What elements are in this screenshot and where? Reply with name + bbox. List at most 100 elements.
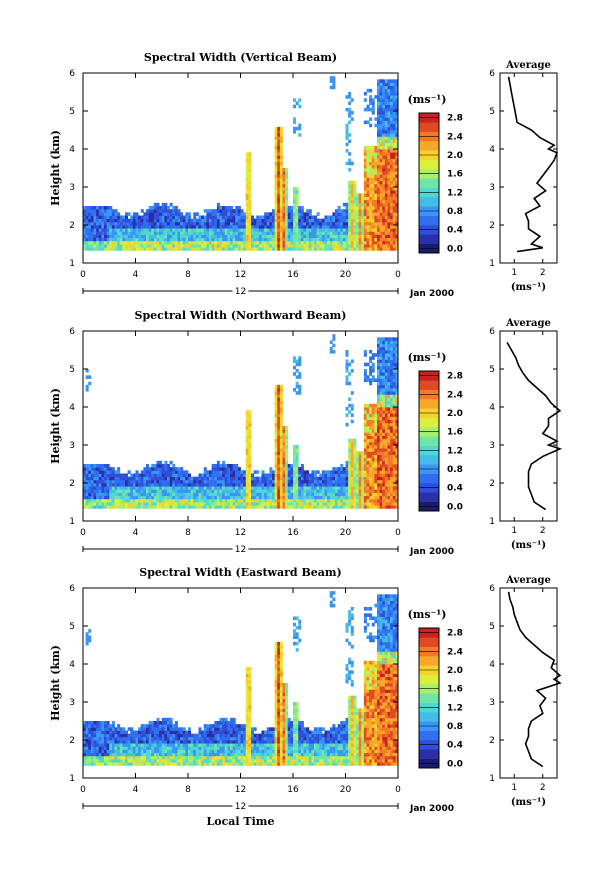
heatmap-cell — [261, 498, 265, 503]
heatmap-cell — [153, 240, 157, 245]
heatmap-cell — [350, 441, 354, 446]
heatmap-cell — [180, 240, 184, 245]
heatmap-cell — [258, 234, 262, 239]
heatmap-cell — [219, 244, 223, 248]
heatmap-cell — [311, 505, 315, 509]
heatmap-cell — [340, 218, 344, 223]
heatmap-cell — [387, 206, 391, 210]
heatmap-cell — [261, 492, 265, 497]
heatmap-cell — [350, 403, 354, 408]
heatmap-cell — [384, 85, 388, 90]
heatmap-cell — [106, 752, 110, 757]
heatmap-cell — [382, 171, 386, 175]
heatmap-cell — [306, 212, 310, 216]
heatmap-cell — [274, 168, 278, 172]
heatmap-cell — [127, 762, 131, 766]
heatmap-cell — [350, 498, 354, 503]
heatmap-cell — [287, 206, 291, 210]
heatmap-cell — [293, 492, 297, 497]
heatmap-cell — [392, 479, 396, 484]
heatmap-cell — [358, 215, 362, 220]
heatmap-cell — [122, 733, 126, 738]
heatmap-cell — [185, 240, 189, 245]
heatmap-cell — [127, 749, 131, 754]
heatmap-cell — [125, 483, 129, 487]
heatmap-cell — [295, 381, 299, 386]
heatmap-cell — [119, 495, 123, 500]
heatmap-cell — [122, 483, 126, 487]
heatmap-cell — [361, 473, 365, 478]
heatmap-cell — [392, 187, 396, 191]
heatmap-cell — [371, 152, 375, 156]
heatmap-cell — [387, 107, 391, 112]
heatmap-cell — [83, 736, 87, 741]
heatmap-cell — [127, 736, 131, 741]
heatmap-cell — [350, 464, 354, 468]
heatmap-cell — [295, 228, 299, 232]
heatmap-cell — [148, 244, 152, 248]
heatmap-cell — [111, 225, 115, 229]
heatmap-cell — [243, 237, 247, 242]
heatmap-cell — [377, 448, 381, 452]
colorbar-tick-label: 1.6 — [447, 428, 463, 438]
heatmap-cell — [395, 164, 398, 169]
heatmap-cell — [274, 133, 278, 137]
heatmap-cell — [321, 240, 325, 245]
heatmap-cell — [248, 473, 252, 478]
heatmap-cell — [279, 476, 283, 481]
heatmap-cell — [356, 460, 360, 465]
heatmap-cell — [311, 492, 315, 497]
heatmap-cell — [253, 228, 257, 232]
heatmap-cell — [371, 180, 375, 185]
heatmap-cell — [182, 492, 186, 497]
heatmap-cell — [377, 445, 381, 449]
heatmap-cell — [371, 212, 375, 216]
heatmap-cell — [377, 378, 381, 383]
heatmap-cell — [374, 473, 378, 478]
heatmap-cell — [298, 126, 302, 131]
heatmap-cell — [314, 492, 318, 497]
heatmap-cell — [274, 225, 278, 229]
heatmap-cell — [290, 212, 294, 216]
heatmap-cell — [279, 492, 283, 497]
heatmap-cell — [369, 161, 373, 166]
heatmap-cell — [106, 473, 110, 478]
heatmap-cell — [353, 445, 357, 449]
heatmap-cell — [387, 85, 391, 90]
heatmap-cell — [272, 498, 276, 503]
heatmap-cell — [348, 234, 352, 239]
heatmap-cell — [290, 505, 294, 509]
heatmap-cell — [151, 495, 155, 500]
heatmap-cell — [363, 98, 367, 102]
heatmap-cell — [188, 495, 192, 500]
heatmap-cell — [303, 218, 307, 223]
heatmap-cell — [156, 470, 160, 474]
heatmap-cell — [146, 237, 150, 242]
heatmap-cell — [366, 145, 370, 150]
heatmap-cell — [332, 225, 336, 229]
heatmap-cell — [274, 454, 278, 459]
heatmap-cell — [251, 228, 255, 232]
heatmap-cell — [395, 120, 398, 125]
heatmap-cell — [371, 231, 375, 235]
heatmap-cell — [390, 221, 394, 226]
heatmap-cell — [232, 244, 236, 248]
heatmap-cell — [101, 206, 105, 210]
heatmap-cell — [390, 365, 394, 370]
heatmap-cell — [174, 492, 178, 497]
heatmap-cell — [114, 225, 118, 229]
heatmap-cell — [109, 495, 113, 500]
heatmap-cell — [285, 187, 289, 191]
heatmap-cell — [90, 736, 94, 741]
heatmap-cell — [279, 454, 283, 459]
heatmap-cell — [395, 372, 398, 376]
heatmap-cell — [203, 247, 207, 251]
heatmap-cell — [274, 209, 278, 213]
heatmap-cell — [148, 225, 152, 229]
heatmap-cell — [245, 483, 249, 487]
heatmap-cell — [264, 498, 268, 503]
heatmap-cell — [366, 483, 370, 487]
heatmap-cell — [379, 228, 383, 232]
heatmap-cell — [256, 498, 260, 503]
heatmap-cell — [379, 384, 383, 389]
